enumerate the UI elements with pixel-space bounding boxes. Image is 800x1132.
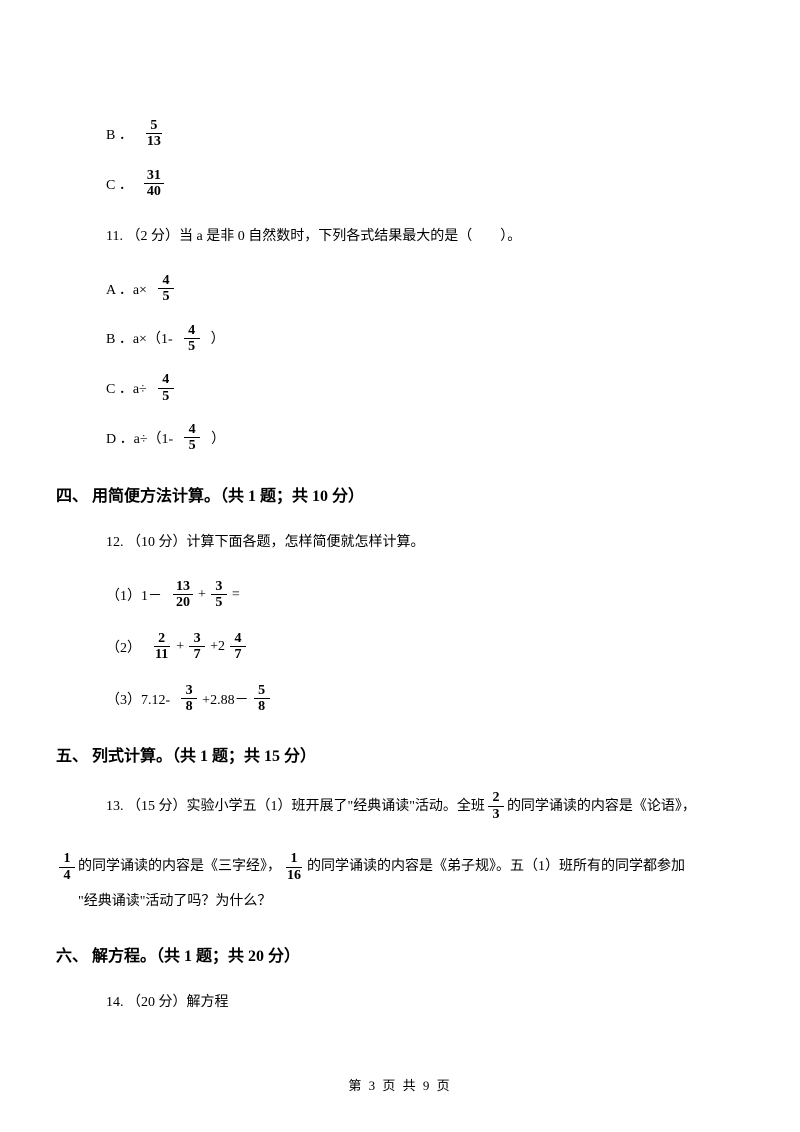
denominator: 5 (158, 389, 174, 404)
part-label: （2） (106, 637, 141, 657)
denominator: 11 (152, 647, 171, 662)
option-letter: B ．a×（1- (106, 328, 173, 348)
denominator: 5 (184, 339, 200, 354)
q11-text: 11. （2 分）当 a 是非 0 自然数时，下列各式结果最大的是（ ）。 (106, 224, 750, 249)
fraction: 5 8 (254, 683, 270, 715)
q11-option-c: C ．a÷ 4 5 (106, 372, 750, 404)
denominator: 20 (173, 595, 193, 610)
option-after: ） (211, 328, 225, 348)
numerator: 4 (230, 631, 246, 647)
fraction: 5 13 (144, 118, 164, 150)
q13-part2b: 的同学诵读的内容是《弟子规》。五（1）班所有的同学都参加 (307, 854, 685, 879)
denominator: 40 (144, 184, 164, 199)
fraction: 1 16 (284, 851, 304, 883)
q13-line3: "经典诵读"活动了吗？为什么？ (78, 889, 750, 914)
denominator: 5 (158, 289, 174, 304)
fraction: 4 5 (184, 323, 200, 355)
numerator: 4 (158, 372, 174, 388)
part-label: （3）7.12- (106, 689, 170, 709)
page-footer: 第 3 页 共 9 页 (0, 1075, 800, 1094)
section-5-heading: 五、 列式计算。（共 1 题；共 15 分） (56, 742, 750, 766)
q10-option-c: C ． 31 40 (106, 168, 750, 200)
numerator: 4 (184, 323, 200, 339)
numerator: 13 (173, 579, 193, 595)
option-letter: B ． (106, 124, 133, 144)
fraction: 4 7 (230, 631, 246, 663)
operator: +2.88－ (202, 689, 248, 709)
fraction: 4 5 (158, 372, 174, 404)
denominator: 7 (230, 647, 246, 662)
operator: +2 (210, 639, 225, 655)
numerator: 3 (211, 579, 227, 595)
numerator: 4 (184, 422, 200, 438)
section-4-heading: 四、 用简便方法计算。（共 1 题；共 10 分） (56, 482, 750, 506)
q13-line2: 1 4 的同学诵读的内容是《三字经》， 1 16 的同学诵读的内容是《弟子规》。… (56, 846, 750, 883)
denominator: 5 (184, 438, 200, 453)
fraction: 4 5 (158, 273, 174, 305)
numerator: 5 (254, 683, 270, 699)
q13-part1b: 的同学诵读的内容是《论语》， (507, 794, 696, 819)
option-letter: C ． (106, 174, 133, 194)
fraction: 1 4 (59, 851, 75, 883)
section-6-heading: 六、 解方程。（共 1 题；共 20 分） (56, 942, 750, 966)
denominator: 13 (144, 134, 164, 149)
denominator: 5 (211, 595, 227, 610)
q13-part2a: 的同学诵读的内容是《三字经》， (78, 854, 281, 879)
q12-part-2: （2） 2 11 + 3 7 +2 4 7 (106, 631, 750, 663)
tail: = (232, 587, 240, 603)
q13-line1: 13. （15 分）实验小学五（1）班开展了"经典诵读"活动。全班 2 3 的同… (106, 790, 750, 822)
fraction: 3 5 (211, 579, 227, 611)
q13-part1a: 13. （15 分）实验小学五（1）班开展了"经典诵读"活动。全班 (106, 794, 485, 819)
numerator: 3 (181, 683, 197, 699)
fraction: 3 7 (189, 631, 205, 663)
operator: + (176, 639, 184, 655)
numerator: 1 (286, 851, 302, 867)
numerator: 2 (488, 790, 504, 806)
fraction: 2 3 (488, 790, 504, 822)
denominator: 3 (488, 807, 504, 822)
fraction: 4 5 (184, 422, 200, 454)
denominator: 7 (189, 647, 205, 662)
option-letter: A ．a× (106, 279, 147, 299)
numerator: 3 (189, 631, 205, 647)
denominator: 8 (254, 699, 270, 714)
q11-option-b: B ．a×（1- 4 5 ） (106, 323, 750, 355)
numerator: 31 (144, 168, 164, 184)
fraction: 13 20 (173, 579, 193, 611)
numerator: 5 (146, 118, 162, 134)
option-letter: C ．a÷ (106, 378, 147, 398)
denominator: 4 (59, 868, 75, 883)
part-label: （1）1－ (106, 585, 162, 605)
fraction: 3 8 (181, 683, 197, 715)
q14-text: 14. （20 分）解方程 (106, 990, 750, 1015)
option-after: ） (211, 428, 225, 448)
fraction: 2 11 (152, 631, 171, 663)
denominator: 16 (284, 868, 304, 883)
q10-option-b: B ． 5 13 (106, 118, 750, 150)
operator: + (198, 587, 206, 603)
numerator: 4 (158, 273, 174, 289)
q11-option-a: A ．a× 4 5 (106, 273, 750, 305)
numerator: 1 (59, 851, 75, 867)
q12-part-3: （3）7.12- 3 8 +2.88－ 5 8 (106, 683, 750, 715)
fraction: 31 40 (144, 168, 164, 200)
numerator: 2 (154, 631, 170, 647)
denominator: 8 (181, 699, 197, 714)
q11-option-d: D ．a÷（1- 4 5 ） (106, 422, 750, 454)
option-letter: D ．a÷（1- (106, 428, 173, 448)
q12-text: 12. （10 分）计算下面各题，怎样简便就怎样计算。 (106, 530, 750, 555)
q12-part-1: （1）1－ 13 20 + 3 5 = (106, 579, 750, 611)
